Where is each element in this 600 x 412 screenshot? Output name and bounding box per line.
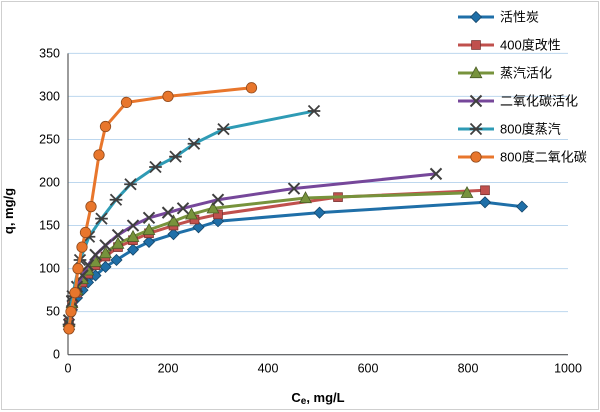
svg-text:0: 0 xyxy=(53,348,60,362)
svg-text:600: 600 xyxy=(358,362,379,376)
svg-text:200: 200 xyxy=(158,362,179,376)
svg-text:蒸汽活化: 蒸汽活化 xyxy=(500,66,552,81)
svg-text:1000: 1000 xyxy=(554,362,582,376)
svg-text:250: 250 xyxy=(39,132,60,146)
svg-text:400: 400 xyxy=(258,362,279,376)
svg-text:800度蒸汽: 800度蒸汽 xyxy=(500,122,561,137)
svg-text:活性炭: 活性炭 xyxy=(500,10,539,25)
svg-text:50: 50 xyxy=(46,305,60,319)
svg-text:100: 100 xyxy=(39,262,60,276)
svg-text:150: 150 xyxy=(39,219,60,233)
svg-text:二氧化碳活化: 二氧化碳活化 xyxy=(500,94,578,109)
svg-text:800: 800 xyxy=(458,362,479,376)
svg-text:800度二氧化碳: 800度二氧化碳 xyxy=(500,150,587,165)
svg-text:Ce, mg/L: Ce, mg/L xyxy=(291,390,344,407)
svg-text:350: 350 xyxy=(39,46,60,60)
svg-text:200: 200 xyxy=(39,176,60,190)
svg-text:q, mg/g: q, mg/g xyxy=(2,188,16,234)
svg-text:0: 0 xyxy=(65,362,72,376)
svg-text:300: 300 xyxy=(39,89,60,103)
svg-text:400度改性: 400度改性 xyxy=(500,38,561,53)
